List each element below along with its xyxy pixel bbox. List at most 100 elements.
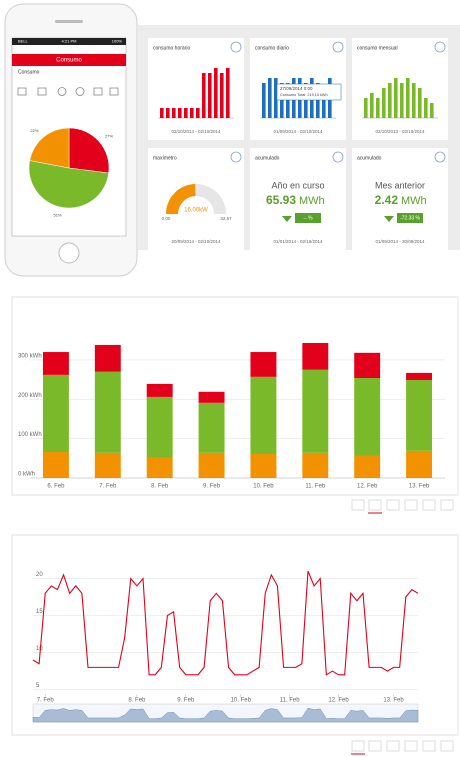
card-title: consumo mensual: [357, 45, 398, 51]
mini-bar: [382, 88, 386, 118]
x-tick-label: 6. Feb: [47, 484, 65, 490]
x-tick-label: 8. Feb: [128, 698, 146, 704]
mini-bar: [172, 108, 176, 118]
x-tick-label: 7. Feb: [37, 698, 55, 704]
x-tick-label: 13. Feb: [409, 484, 430, 490]
card-icon: [332, 41, 344, 53]
bar-segment: [198, 391, 225, 403]
bar-segment: [94, 344, 121, 372]
bar-segment: [354, 378, 381, 456]
mini-bar: [370, 93, 374, 118]
mini-bar: [286, 83, 290, 118]
tooltip-date: 27/09/2014 0:00: [280, 86, 313, 91]
y-tick-label: 200 kWh: [18, 393, 42, 399]
app-title: Consumo: [56, 58, 82, 64]
bar-segment: [406, 372, 433, 380]
amount: 2.42: [375, 193, 399, 207]
y-tick-label: 0 kWh: [18, 472, 35, 478]
app-subtitle: Consumo: [18, 69, 40, 75]
tooltip-text: Consumo Total: 219,15 kWh: [280, 93, 328, 97]
change-box: [295, 213, 321, 223]
card-dates: 01/09/2014 - 02/10/2014: [273, 129, 323, 134]
mini-bar: [430, 103, 434, 118]
change: -- %: [303, 215, 313, 221]
bar-segment: [354, 352, 381, 379]
mini-bar: [412, 83, 416, 118]
mini-bar: [262, 83, 266, 118]
bar-segment: [302, 369, 329, 453]
mini-bar: [316, 83, 320, 118]
amount: 65.93: [266, 193, 296, 207]
mini-bar: [418, 88, 422, 118]
bar-segment: [146, 383, 173, 397]
x-tick-label: 10. Feb: [253, 484, 274, 490]
bar-segment: [198, 402, 225, 453]
y-tick-label: 5: [36, 683, 40, 689]
x-tick-label: 9. Feb: [203, 484, 221, 490]
arrow: [282, 216, 292, 222]
bar-segment: [250, 453, 277, 478]
pie-label: 27%: [105, 133, 113, 138]
bar-segment: [94, 371, 121, 453]
change: -72.33 %: [400, 215, 421, 221]
mini-bar: [274, 78, 278, 118]
card-dates: 02/10/2014 - 02/10/2014: [171, 129, 221, 134]
app-header: [12, 54, 126, 66]
bar-segment: [146, 396, 173, 458]
y-tick-label: 20: [36, 572, 43, 578]
pie-slice: [29, 127, 70, 169]
mini-bar: [196, 108, 200, 118]
unit: MWh: [299, 195, 325, 207]
card-icon: [434, 151, 446, 163]
mini-bar: [304, 83, 308, 118]
battery: 100%: [112, 39, 123, 44]
mini-bar: [424, 98, 428, 118]
y-tick-label: 10: [36, 646, 43, 652]
card-dates: 02/10/2013 - 02/10/2014: [375, 129, 425, 134]
bar-segment: [146, 457, 173, 478]
x-tick-label: 12. Feb: [357, 484, 378, 490]
x-tick-label: 10. Feb: [231, 698, 252, 704]
pie-slice: [68, 127, 110, 174]
carrier: BELL: [18, 39, 29, 44]
card-icon: [332, 151, 344, 163]
gauge-max: 32,57: [220, 216, 232, 221]
status-bar: [12, 38, 126, 45]
card: [250, 148, 346, 250]
line-panel: [11, 534, 459, 736]
card-dates: 20/09/2014 - 02/10/2014: [171, 239, 221, 244]
card-dates: 01/09/2014 - 30/09/2014: [375, 239, 425, 244]
mini-bar: [184, 108, 188, 118]
y-tick-label: 15: [36, 609, 43, 615]
time: 4:21 PM: [62, 39, 77, 44]
gauge-value: [166, 184, 196, 214]
bar-segment: [250, 376, 277, 454]
card-icon: [230, 151, 242, 163]
tooltip: [276, 83, 342, 101]
y-tick-label: 300 kWh: [18, 353, 42, 359]
card-title: consumo diario: [255, 45, 289, 51]
x-tick-label: 8. Feb: [151, 484, 169, 490]
bar-segment: [354, 455, 381, 478]
bar-segment: [42, 352, 69, 375]
mini-bar: [394, 78, 398, 118]
bar-segment: [302, 452, 329, 478]
home-button: [58, 242, 80, 264]
navigator-area: [32, 707, 419, 723]
card-title: maxímetro: [153, 155, 177, 161]
mini-bar: [214, 68, 218, 118]
pie: 27% 51% 22%: [28, 127, 113, 217]
x-tick-label: 7. Feb: [99, 484, 117, 490]
change-box: [397, 213, 423, 223]
mini-bar: [202, 73, 206, 118]
bar-segment: [406, 450, 433, 478]
mini-bar: [166, 108, 170, 118]
bar-toolbar: [351, 499, 454, 514]
mini-bar: [364, 98, 368, 118]
bar-segment: [42, 452, 69, 478]
mini-bar: [220, 73, 224, 118]
bar-segment: [302, 342, 329, 370]
bar-panel: [11, 296, 459, 496]
x-tick-label: 12. Feb: [328, 698, 349, 704]
card-title: acumulado: [357, 155, 382, 161]
